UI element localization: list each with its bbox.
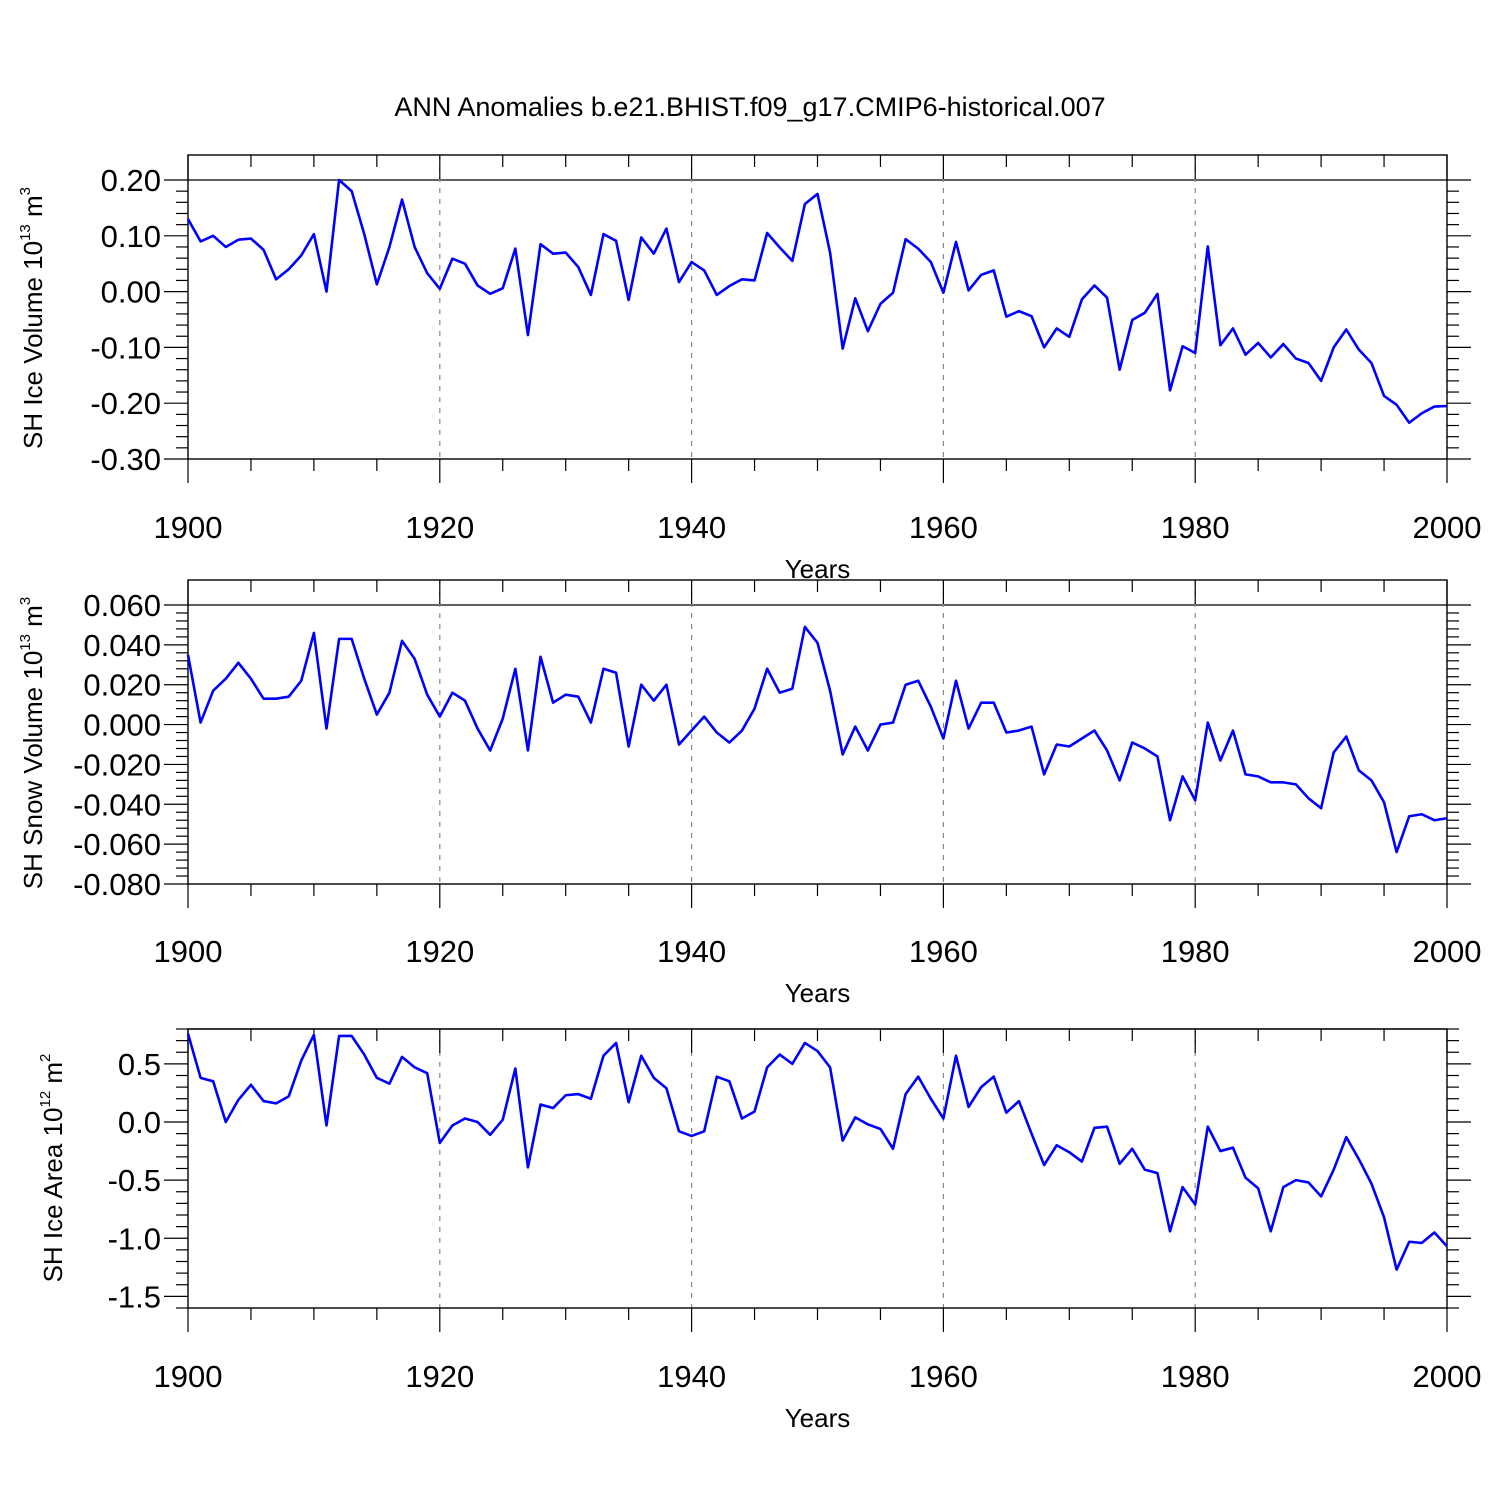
y-tick-label: -0.020 — [73, 747, 161, 782]
y-tick-label: -0.30 — [90, 442, 161, 477]
y-tick-label: -0.20 — [90, 386, 161, 421]
y-tick-label: -0.040 — [73, 787, 161, 822]
x-tick-label: 1960 — [909, 934, 978, 969]
x-axis-title: Years — [785, 554, 851, 584]
x-tick-label: 1960 — [909, 510, 978, 545]
y-tick-label: 0.020 — [83, 668, 161, 703]
x-tick-label: 1900 — [154, 934, 223, 969]
y-tick-label: -0.5 — [108, 1163, 161, 1198]
x-axis-title: Years — [785, 1403, 851, 1433]
series-line — [186, 625, 1448, 854]
x-tick-label: 2000 — [1413, 510, 1482, 545]
y-tick-label: 0.060 — [83, 588, 161, 623]
y-tick-label: -0.080 — [73, 867, 161, 902]
x-tick-label: 2000 — [1413, 1359, 1482, 1394]
x-tick-label: 1980 — [1161, 934, 1230, 969]
y-tick-label: 0.20 — [101, 163, 161, 198]
x-tick-label: 1900 — [154, 510, 223, 545]
y-axis-title: SH Ice Volume 1013 m3 — [17, 187, 48, 449]
y-axis-title: SH Snow Volume 1013 m3 — [17, 597, 48, 889]
x-tick-label: 1920 — [405, 934, 474, 969]
y-tick-label: 0.040 — [83, 628, 161, 663]
y-tick-label: 0.00 — [101, 275, 161, 310]
chart-title: ANN Anomalies b.e21.BHIST.f09_g17.CMIP6-… — [394, 92, 1105, 122]
x-tick-label: 2000 — [1413, 934, 1482, 969]
x-tick-label: 1980 — [1161, 510, 1230, 545]
x-tick-label: 1980 — [1161, 1359, 1230, 1394]
x-tick-label: 1900 — [154, 1359, 223, 1394]
x-tick-label: 1940 — [657, 510, 726, 545]
panel-1: 1900 1920 1940 1960 1980 2000 -0.30 -0.20 -0.10 0… — [17, 154, 1482, 584]
y-tick-label: 0.10 — [101, 219, 161, 254]
y-tick-label: -1.5 — [108, 1279, 161, 1314]
x-tick-label: 1940 — [657, 1359, 726, 1394]
y-tick-label: -0.10 — [90, 330, 161, 365]
x-tick-label: 1960 — [909, 1359, 978, 1394]
panel-3: 1900 1920 1940 1960 1980 2000 -1.5 -1.0 -0.5 0.0 0… — [37, 1028, 1482, 1433]
y-tick-label: -0.060 — [73, 827, 161, 862]
panel-2: 1900 1920 1940 1960 1980 2000 -0.080 -0.060 -0.0… — [17, 579, 1482, 1008]
x-tick-label: 1940 — [657, 934, 726, 969]
series-line — [186, 178, 1448, 425]
y-tick-label: -1.0 — [108, 1221, 161, 1256]
x-tick-label: 1920 — [405, 1359, 474, 1394]
series-line — [186, 1033, 1448, 1271]
x-tick-label: 1920 — [405, 510, 474, 545]
y-axis-title: SH Ice Area 1012 m2 — [37, 1054, 68, 1283]
y-tick-label: 0.0 — [118, 1105, 161, 1140]
x-axis-title: Years — [785, 978, 851, 1008]
y-tick-label: 0.5 — [118, 1047, 161, 1082]
y-tick-label: 0.000 — [83, 708, 161, 743]
